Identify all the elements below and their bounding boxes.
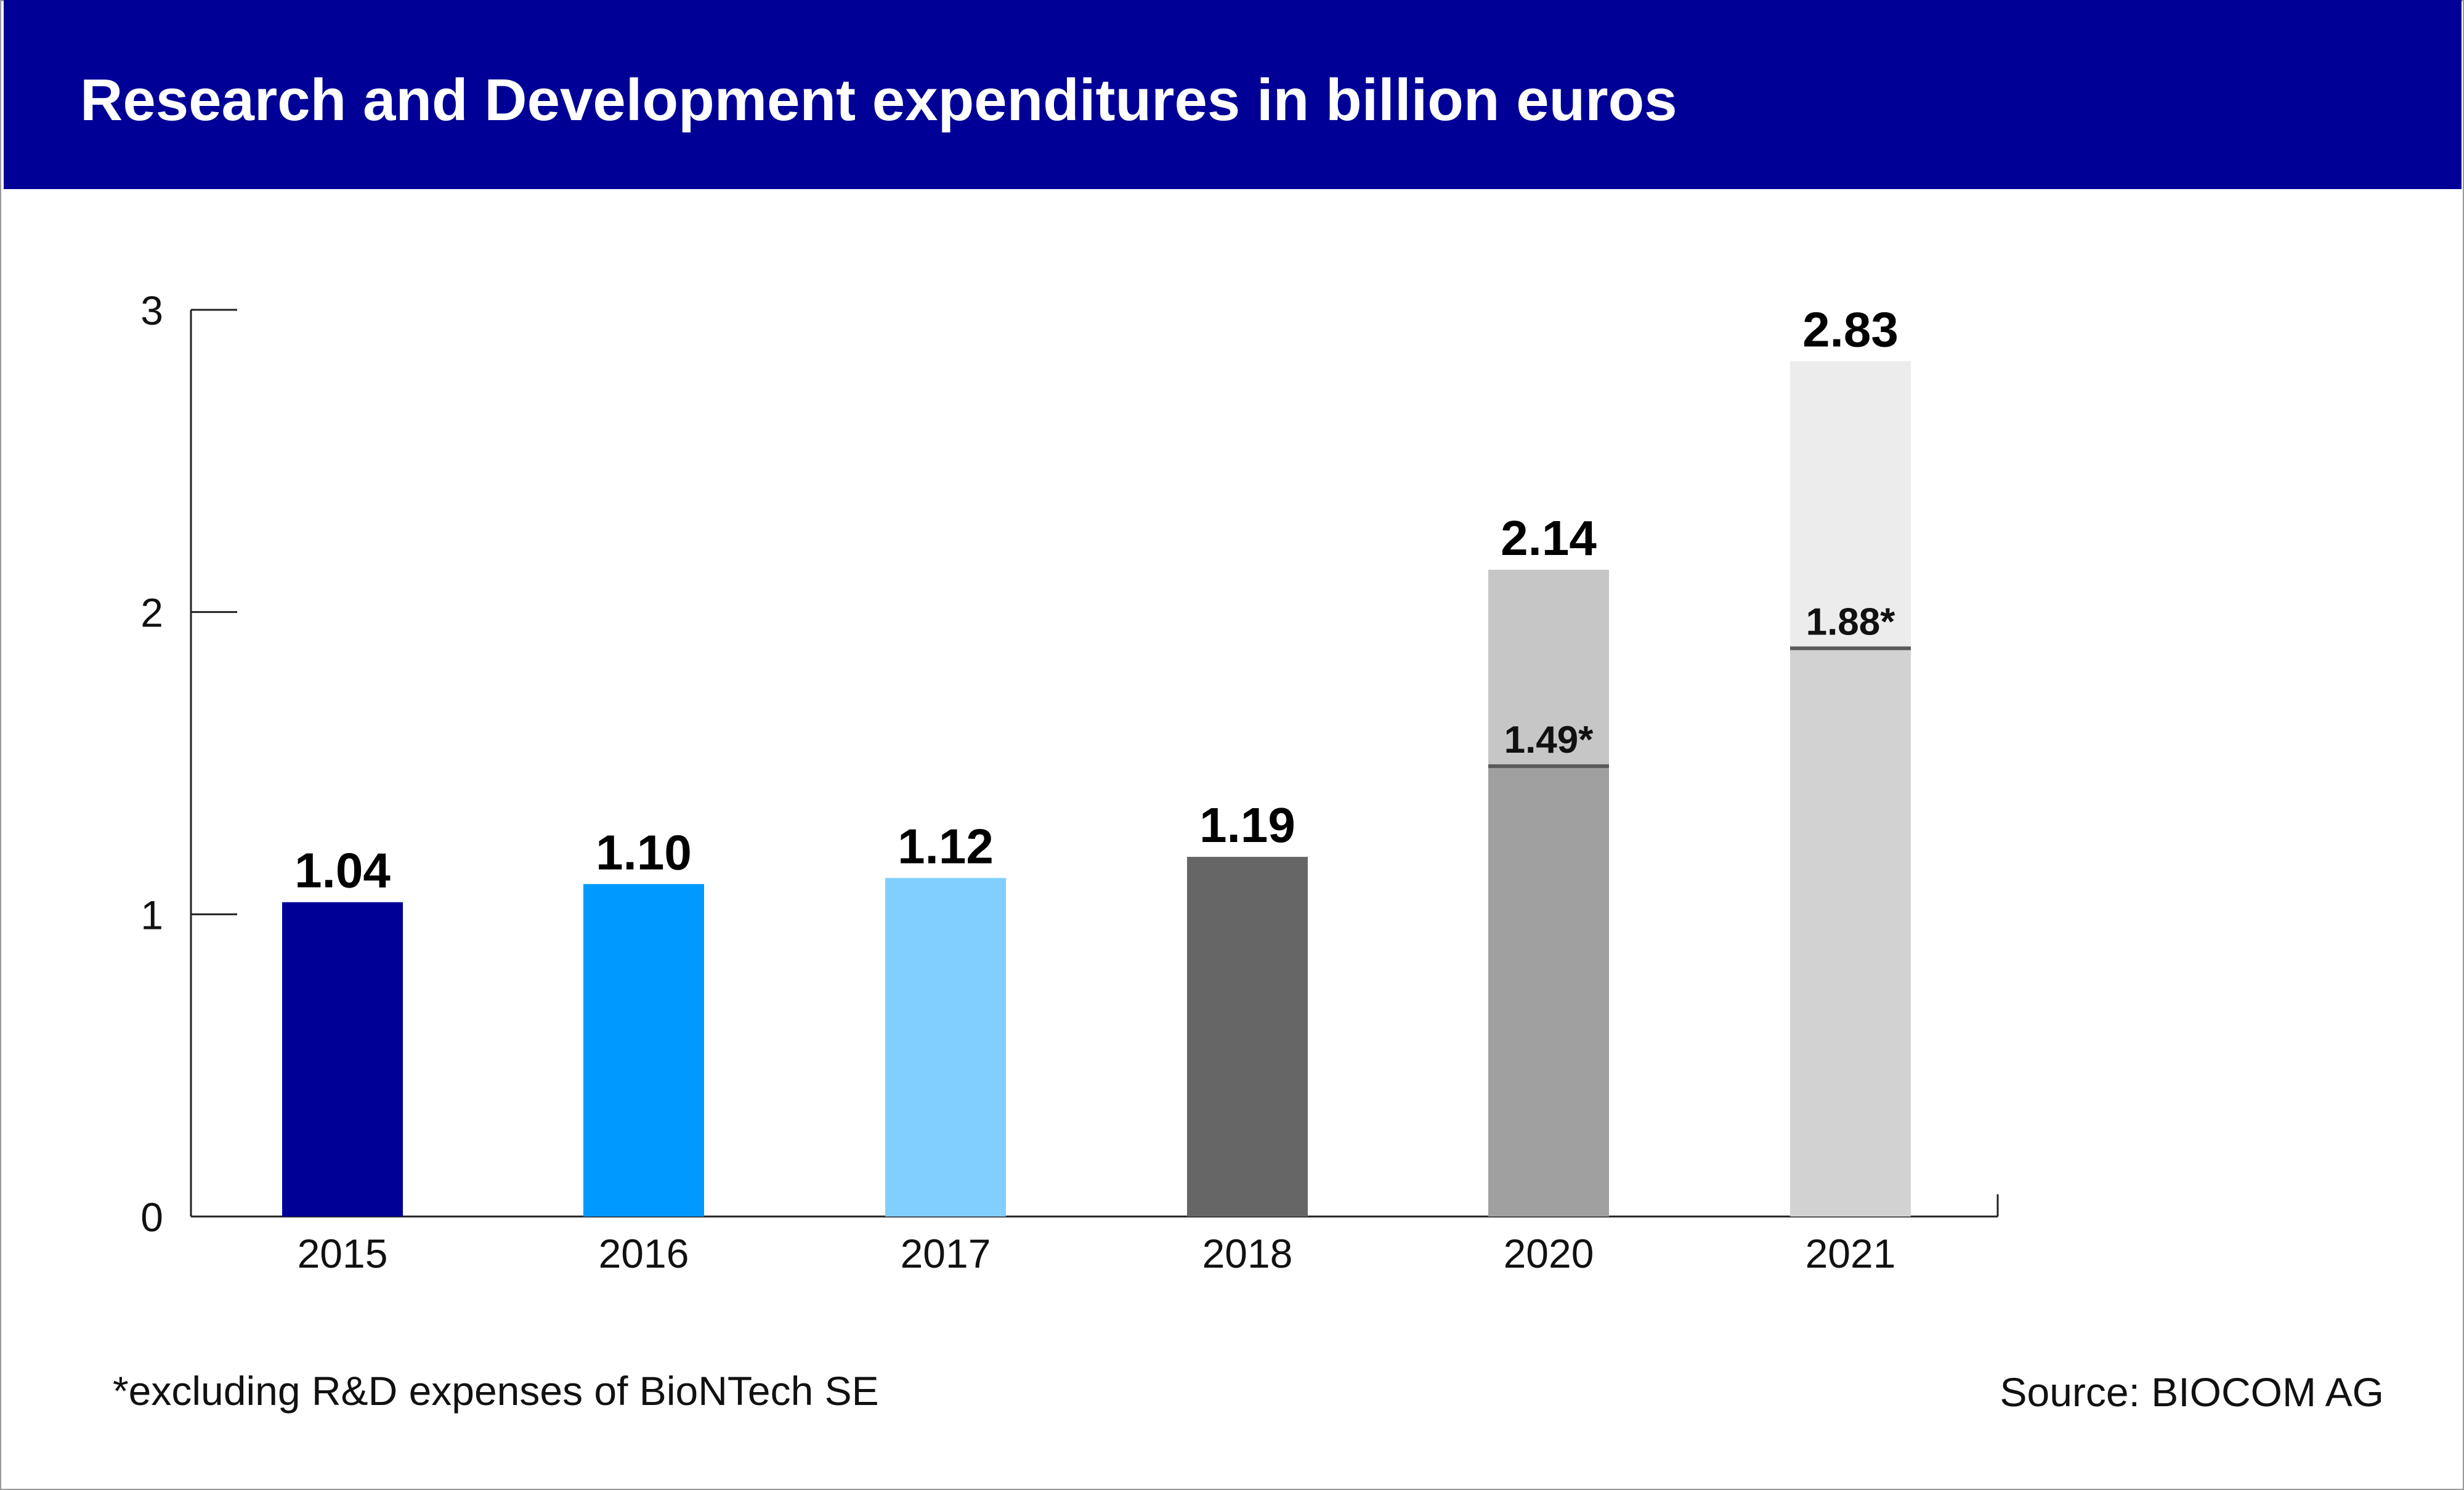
bar-2018 xyxy=(1187,857,1308,1217)
bar-value-label: 1.10 xyxy=(596,825,692,880)
bar-value-label: 2.14 xyxy=(1501,511,1597,565)
y-tick-label: 1 xyxy=(140,892,163,937)
x-tick-label: 2020 xyxy=(1504,1231,1594,1276)
x-tick-label: 2015 xyxy=(298,1231,388,1276)
bar-2017 xyxy=(885,878,1006,1217)
x-tick-label: 2016 xyxy=(599,1231,689,1276)
source-note: Source: BIOCOM AG xyxy=(2000,1369,2384,1415)
excluding-biontech-label: 1.49* xyxy=(1504,719,1594,761)
bar-value-label: 1.04 xyxy=(294,843,391,898)
bar-value-label: 1.12 xyxy=(898,819,994,873)
bar-excluding-biontech-2021 xyxy=(1790,648,1911,1217)
bar-value-label: 2.83 xyxy=(1802,302,1899,357)
bar-value-label: 1.19 xyxy=(1199,798,1295,852)
bar-2016 xyxy=(583,884,704,1217)
x-tick-label: 2021 xyxy=(1805,1231,1896,1276)
y-tick-label: 2 xyxy=(140,590,163,636)
bar-2015 xyxy=(282,902,403,1217)
x-tick-label: 2018 xyxy=(1202,1231,1293,1276)
x-tick-label: 2017 xyxy=(901,1231,991,1276)
excluding-biontech-label: 1.88* xyxy=(1806,601,1896,644)
bar-excluding-biontech-2020 xyxy=(1488,766,1609,1217)
title-banner: Research and Development expenditures in… xyxy=(4,0,2462,189)
footnote: *excluding R&D expenses of BioNTech SE xyxy=(113,1368,879,1414)
y-tick-label: 0 xyxy=(140,1194,163,1240)
chart-title: Research and Development expenditures in… xyxy=(80,67,1677,133)
y-tick-label: 3 xyxy=(140,288,163,333)
